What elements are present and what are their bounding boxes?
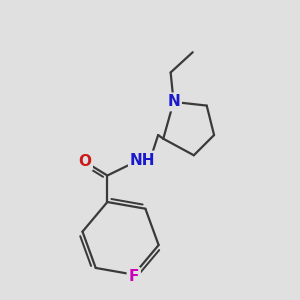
- Text: N: N: [167, 94, 180, 110]
- Text: F: F: [129, 269, 139, 284]
- Text: O: O: [78, 154, 91, 169]
- Text: NH: NH: [130, 153, 155, 168]
